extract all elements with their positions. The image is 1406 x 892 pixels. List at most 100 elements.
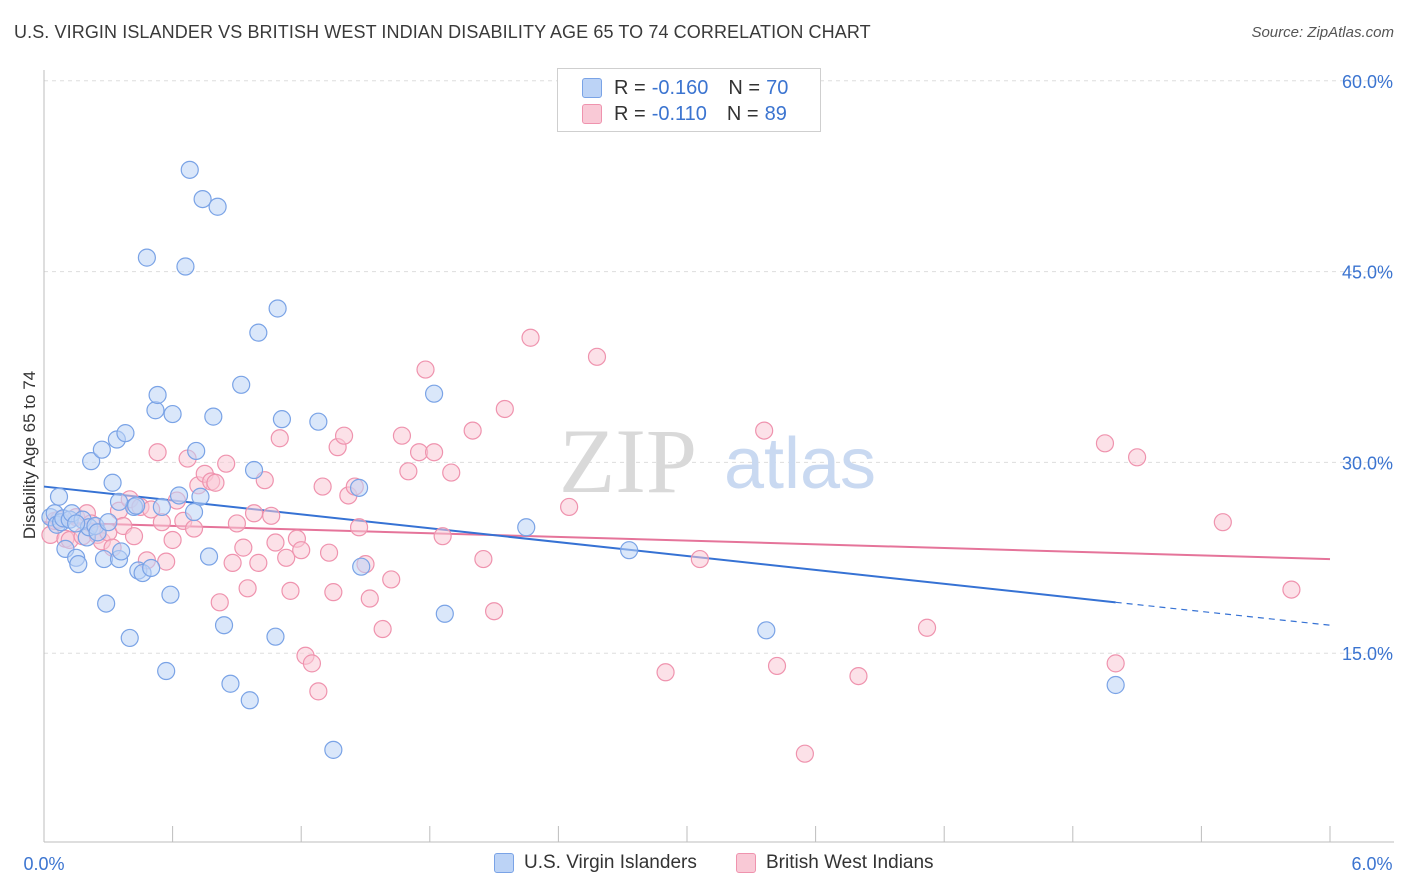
- point-virgin-islanders: [1106, 675, 1125, 695]
- point-british-west-indians: [1213, 513, 1232, 532]
- y-tick-label: 45.0%: [1342, 263, 1393, 283]
- point-british-west-indians: [277, 548, 296, 567]
- point-virgin-islanders: [146, 401, 165, 420]
- point-british-west-indians: [1127, 448, 1147, 467]
- point-british-west-indians: [917, 618, 937, 637]
- point-british-west-indians: [382, 570, 401, 589]
- point-virgin-islanders: [309, 412, 328, 431]
- point-british-west-indians: [334, 426, 354, 445]
- watermark: ZIP atlas: [559, 410, 876, 512]
- point-british-west-indians: [463, 421, 482, 440]
- point-virgin-islanders: [116, 424, 135, 443]
- point-virgin-islanders: [232, 375, 251, 394]
- point-virgin-islanders: [349, 478, 369, 497]
- point-virgin-islanders: [67, 514, 86, 533]
- point-virgin-islanders: [208, 197, 227, 216]
- legend-series-name: U.S. Virgin Islanders: [524, 852, 697, 873]
- point-virgin-islanders: [193, 189, 212, 209]
- point-british-west-indians: [313, 477, 332, 496]
- trend-line-british-west-indians: [43, 521, 1331, 561]
- point-british-west-indians: [795, 744, 814, 763]
- watermark-atlas: atlas: [724, 424, 876, 504]
- point-virgin-islanders: [272, 410, 292, 429]
- point-british-west-indians: [262, 506, 281, 525]
- point-british-west-indians: [281, 581, 300, 600]
- point-virgin-islanders: [424, 384, 444, 403]
- point-british-west-indians: [373, 619, 392, 639]
- point-british-west-indians: [124, 527, 144, 546]
- point-british-west-indians: [238, 579, 257, 598]
- point-virgin-islanders: [163, 404, 182, 424]
- point-virgin-islanders: [352, 557, 371, 576]
- point-virgin-islanders: [184, 502, 204, 522]
- point-british-west-indians: [349, 518, 369, 537]
- point-british-west-indians: [392, 426, 412, 445]
- watermark-zip: ZIP: [559, 410, 697, 512]
- point-virgin-islanders: [191, 487, 210, 506]
- point-british-west-indians: [485, 602, 504, 621]
- legend-swatch-blue: [494, 853, 514, 873]
- point-virgin-islanders: [152, 497, 171, 517]
- y-tick-label: 15.0%: [1342, 644, 1393, 664]
- point-british-west-indians: [152, 513, 171, 532]
- legend-r-label: R =: [614, 102, 646, 125]
- legend-item-virgin-islanders[interactable]: U.S. Virgin Islanders: [494, 852, 697, 874]
- point-virgin-islanders: [517, 518, 536, 537]
- point-virgin-islanders: [157, 661, 176, 681]
- correlation-legend: R = -0.160 N = 70 R = -0.110 N = 89: [557, 68, 821, 132]
- point-virgin-islanders: [435, 604, 454, 623]
- point-british-west-indians: [560, 497, 579, 517]
- point-virgin-islanders: [180, 160, 199, 179]
- source-label: Source: ZipAtlas.com: [1251, 24, 1394, 41]
- point-british-west-indians: [442, 463, 461, 482]
- trend-line-virgin-islanders-extension: [1115, 601, 1331, 626]
- y-tick-label: 60.0%: [1342, 72, 1393, 92]
- point-virgin-islanders: [99, 513, 118, 532]
- point-british-west-indians: [399, 462, 418, 481]
- point-virgin-islanders: [112, 542, 131, 561]
- legend-item-british-west-indians[interactable]: British West Indians: [736, 852, 934, 874]
- point-virgin-islanders: [97, 594, 116, 613]
- point-british-west-indians: [433, 527, 452, 546]
- point-virgin-islanders: [249, 323, 268, 342]
- point-virgin-islanders: [199, 547, 219, 566]
- point-virgin-islanders: [187, 441, 206, 461]
- point-british-west-indians: [755, 421, 774, 440]
- point-british-west-indians: [324, 583, 343, 602]
- point-british-west-indians: [302, 654, 322, 673]
- point-virgin-islanders: [161, 585, 180, 604]
- legend-series-name: British West Indians: [766, 852, 934, 873]
- point-british-west-indians: [249, 553, 268, 572]
- legend-row-british-west-indians: R = -0.110 N = 89: [582, 102, 787, 126]
- x-tick-label-max: 6.0%: [1351, 854, 1392, 874]
- point-virgin-islanders: [148, 385, 167, 405]
- point-british-west-indians: [1095, 434, 1115, 453]
- chart-title: U.S. VIRGIN ISLANDER VS BRITISH WEST IND…: [14, 22, 871, 42]
- point-british-west-indians: [521, 328, 540, 347]
- point-virgin-islanders: [176, 257, 195, 276]
- point-british-west-indians: [227, 514, 246, 533]
- point-british-west-indians: [495, 399, 514, 419]
- data-points: [41, 160, 1301, 763]
- point-british-west-indians: [148, 443, 167, 462]
- legend-n-value: 70: [766, 76, 789, 99]
- point-british-west-indians: [292, 541, 311, 560]
- point-virgin-islanders: [221, 674, 240, 693]
- point-virgin-islanders: [266, 627, 285, 646]
- point-british-west-indians: [1106, 654, 1125, 673]
- point-british-west-indians: [163, 530, 182, 550]
- legend-row-virgin-islanders: R = -0.160 N = 70: [582, 76, 788, 100]
- point-virgin-islanders: [620, 541, 639, 560]
- grid-lines: [44, 80, 1394, 654]
- point-virgin-islanders: [92, 440, 111, 459]
- point-british-west-indians: [319, 543, 339, 562]
- point-british-west-indians: [184, 519, 204, 538]
- y-tick-label: 30.0%: [1342, 453, 1393, 473]
- point-british-west-indians: [217, 454, 236, 473]
- point-british-west-indians: [210, 593, 229, 612]
- point-british-west-indians: [244, 504, 264, 523]
- legend-r-label: R =: [614, 76, 646, 99]
- point-british-west-indians: [1282, 580, 1301, 599]
- point-british-west-indians: [587, 347, 607, 366]
